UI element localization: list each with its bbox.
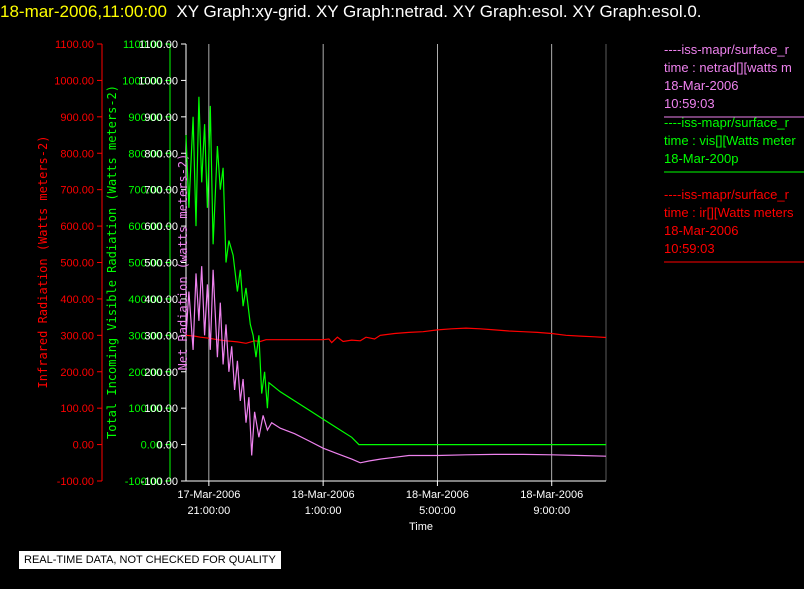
quality-disclaimer: REAL-TIME DATA, NOT CHECKED FOR QUALITY: [19, 551, 281, 569]
y-tick-label: 200.00: [128, 367, 162, 379]
title-timestamp: 18-mar-2006,11:00:00: [0, 2, 167, 21]
y-tick-label: 300.00: [60, 330, 94, 342]
y-tick-label: 100.00: [128, 403, 162, 415]
y-tick-label: 700.00: [60, 185, 94, 197]
y-tick-label: 500.00: [144, 258, 178, 270]
x-tick-label-date: 17-Mar-2006: [177, 489, 240, 501]
series-line-netrad: [185, 266, 607, 464]
y-tick-label: 900.00: [128, 112, 162, 124]
y-tick-label: 0.00: [141, 440, 162, 452]
x-tick-label-time: 5:00:00: [419, 505, 456, 517]
legend-entry-text: 10:59:03: [664, 241, 715, 256]
y-axis-title-0: Infrared Radiation (Watts meters-2): [36, 136, 50, 389]
y-axis-title-2: Net Radiation (watts meters-2): [176, 154, 190, 371]
y-tick-label: 0.00: [73, 440, 94, 452]
y-tick-label: 500.00: [128, 258, 162, 270]
y-tick-label: 300.00: [128, 330, 162, 342]
x-tick-label-date: 18-Mar-2006: [406, 489, 469, 501]
y-tick-label: 600.00: [128, 221, 162, 233]
series-line-vis: [185, 96, 606, 446]
legend-entry-text: 18-Mar-2006: [664, 78, 738, 93]
y-tick-label: 1100.00: [123, 39, 162, 51]
y-tick-label: 600.00: [60, 221, 94, 233]
legend-entry-text: ----iss-mapr/surface_r: [664, 187, 790, 202]
y-tick-label: 1100.00: [55, 39, 94, 51]
x-tick-label-time: 21:00:00: [187, 505, 230, 517]
y-tick-label: 100.00: [144, 403, 178, 415]
y-tick-label: 1000.00: [138, 75, 178, 87]
y-tick-label: 400.00: [128, 294, 162, 306]
window-title: 18-mar-2006,11:00:00 XY Graph:xy-grid. X…: [0, 2, 804, 22]
legend-entry-text: 10:59:03: [664, 96, 715, 111]
y-tick-label: -100.00: [141, 476, 178, 488]
x-tick-label-date: 18-Mar-2006: [520, 489, 583, 501]
legend-entry-text: time : ir[][Watts meters: [664, 205, 794, 220]
y-tick-label: 300.00: [144, 330, 178, 342]
y-tick-label: 700.00: [144, 185, 178, 197]
legend-entry-text: 18-Mar-200p: [664, 151, 738, 166]
legend-entry-text: ----iss-mapr/surface_r: [664, 42, 790, 57]
y-tick-label: 200.00: [60, 367, 94, 379]
y-tick-label: 600.00: [144, 221, 178, 233]
y-tick-label: 900.00: [60, 112, 94, 124]
y-tick-label: 700.00: [128, 185, 162, 197]
x-tick-label-time: 9:00:00: [533, 505, 570, 517]
y-tick-label: 400.00: [60, 294, 94, 306]
legend-entry-text: 18-Mar-2006: [664, 223, 738, 238]
legend-entry-text: time : netrad[][watts m: [664, 60, 792, 75]
y-tick-label: 1000.00: [122, 75, 162, 87]
x-tick-label-time: 1:00:00: [305, 505, 342, 517]
legend-entry-text: ----iss-mapr/surface_r: [664, 115, 790, 130]
y-tick-label: 900.00: [144, 112, 178, 124]
series-line-ir: [185, 327, 607, 344]
y-tick-label: 800.00: [60, 148, 94, 160]
y-tick-label: -100.00: [57, 476, 94, 488]
y-tick-label: 200.00: [144, 367, 178, 379]
title-graph-list: XY Graph:xy-grid. XY Graph:netrad. XY Gr…: [176, 2, 702, 21]
y-tick-label: 500.00: [60, 258, 94, 270]
y-tick-label: 400.00: [144, 294, 178, 306]
x-axis-title: Time: [409, 521, 433, 533]
x-tick-label-date: 18-Mar-2006: [292, 489, 355, 501]
y-tick-label: -100.00: [125, 476, 162, 488]
y-tick-label: 0.00: [157, 440, 178, 452]
y-tick-label: 1100.00: [139, 39, 178, 51]
y-axis-title-1: Total Incoming Visible Radiation (Watts …: [105, 85, 119, 439]
y-tick-label: 800.00: [144, 148, 178, 160]
y-tick-label: 100.00: [60, 403, 94, 415]
y-tick-label: 800.00: [128, 148, 162, 160]
y-tick-label: 1000.00: [54, 75, 94, 87]
legend-entry-text: time : vis[][Watts meter: [664, 133, 796, 148]
